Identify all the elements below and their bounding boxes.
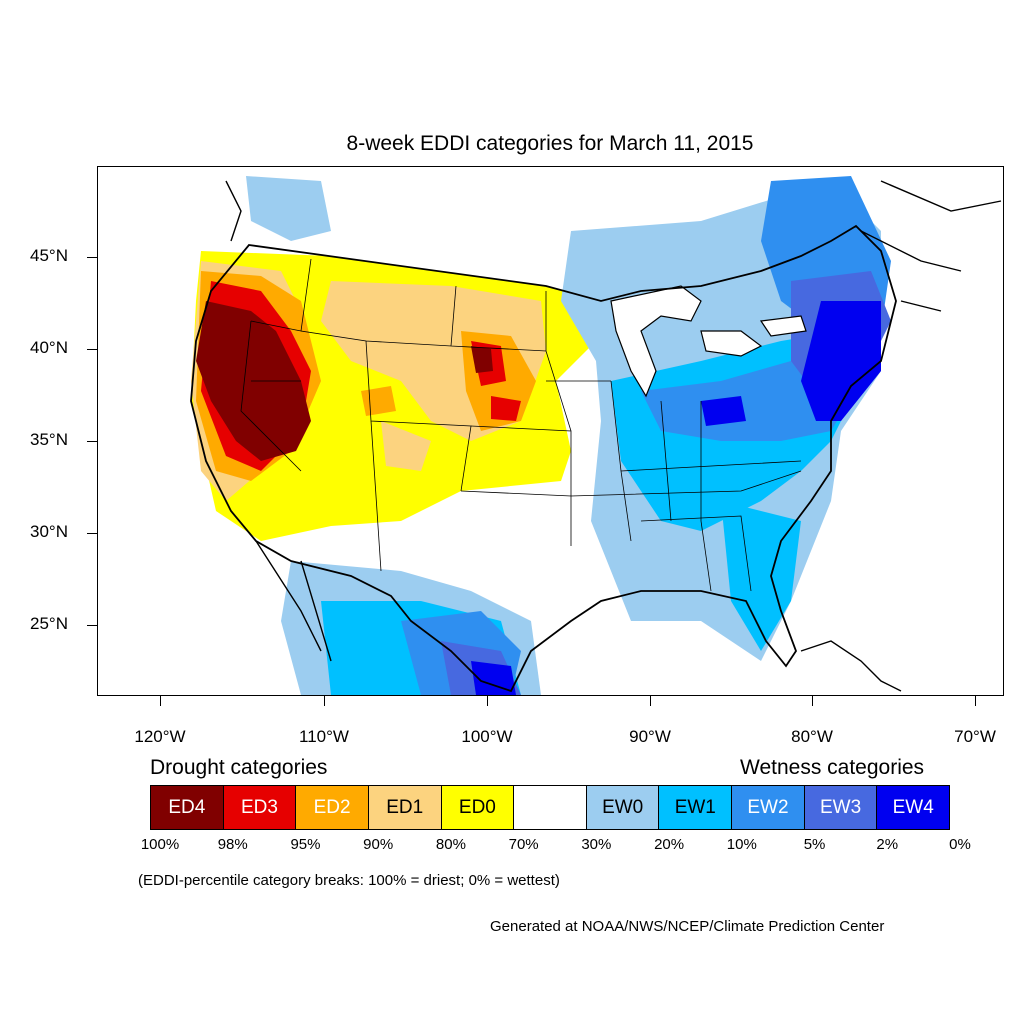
legend-swatch-ed3: ED3	[223, 786, 297, 829]
legend-swatch-ed4: ED4	[151, 786, 224, 829]
map-title: 8-week EDDI categories for March 11, 201…	[346, 132, 754, 155]
lat-label: 30°N	[30, 522, 68, 541]
lon-tick	[812, 696, 813, 706]
lat-label: 35°N	[30, 430, 68, 449]
legend-break-label: 10%	[726, 836, 757, 853]
lon-tick	[487, 696, 488, 706]
lon-tick	[324, 696, 325, 706]
legend-break-label: 95%	[290, 836, 321, 853]
legend-break-label: 0%	[949, 836, 971, 853]
credit-line: Generated at NOAA/NWS/NCEP/Climate Predi…	[490, 918, 885, 935]
region-ew4	[801, 301, 881, 421]
lon-label: 90°W	[629, 727, 671, 746]
lat-tick	[87, 349, 97, 350]
legend-break-label: 98%	[217, 836, 248, 853]
lat-label: 45°N	[30, 246, 68, 265]
legend-swatch-ed0: ED0	[441, 786, 515, 829]
lon-label: 80°W	[791, 727, 833, 746]
legend-break-label: 2%	[876, 836, 899, 853]
lon-tick	[160, 696, 161, 706]
legend-swatch-ew0: EW0	[586, 786, 660, 829]
legend-break-label: 100%	[140, 836, 180, 853]
legend-break-label: 30%	[581, 836, 612, 853]
state-boundaries	[240, 258, 802, 592]
map-panel	[97, 166, 1004, 696]
lat-tick	[87, 441, 97, 442]
lon-label: 120°W	[134, 727, 186, 746]
lat-tick	[87, 533, 97, 534]
legend-break-label: 5%	[803, 836, 826, 853]
legend-bar: ED4 ED3 ED2 ED1 ED0 EW0 EW1 EW2 EW3 EW4	[150, 785, 950, 830]
eddi-map	[186, 171, 1002, 695]
lon-tick	[650, 696, 651, 706]
legend-break-label: 80%	[435, 836, 466, 853]
great-lakes	[610, 285, 807, 398]
legend-swatch-ew2: EW2	[732, 786, 805, 829]
lat-label: 40°N	[30, 338, 68, 357]
legend-break-label: 70%	[508, 836, 539, 853]
legend-swatch-ew3: EW3	[804, 786, 878, 829]
legend-swatch-ed1: ED1	[368, 786, 442, 829]
lon-label: 100°W	[461, 727, 513, 746]
lat-tick	[87, 625, 97, 626]
legend-swatch-ew1: EW1	[659, 786, 733, 829]
lon-tick	[975, 696, 976, 706]
legend-break-label: 90%	[363, 836, 394, 853]
legend-swatch-normal	[514, 786, 587, 829]
lon-label: 70°W	[954, 727, 996, 746]
lon-label: 110°W	[299, 727, 349, 746]
legend-swatch-ed2: ED2	[296, 786, 369, 829]
us-outline	[190, 224, 897, 693]
lat-label: 25°N	[30, 614, 68, 633]
legend-break-label: 20%	[654, 836, 685, 853]
lat-tick	[87, 257, 97, 258]
wetness-categories-title: Wetness categories	[740, 756, 925, 779]
legend-swatch-ew4: EW4	[877, 786, 950, 829]
category-note: (EDDI-percentile category breaks: 100% =…	[138, 872, 560, 889]
drought-categories-title: Drought categories	[150, 756, 328, 779]
